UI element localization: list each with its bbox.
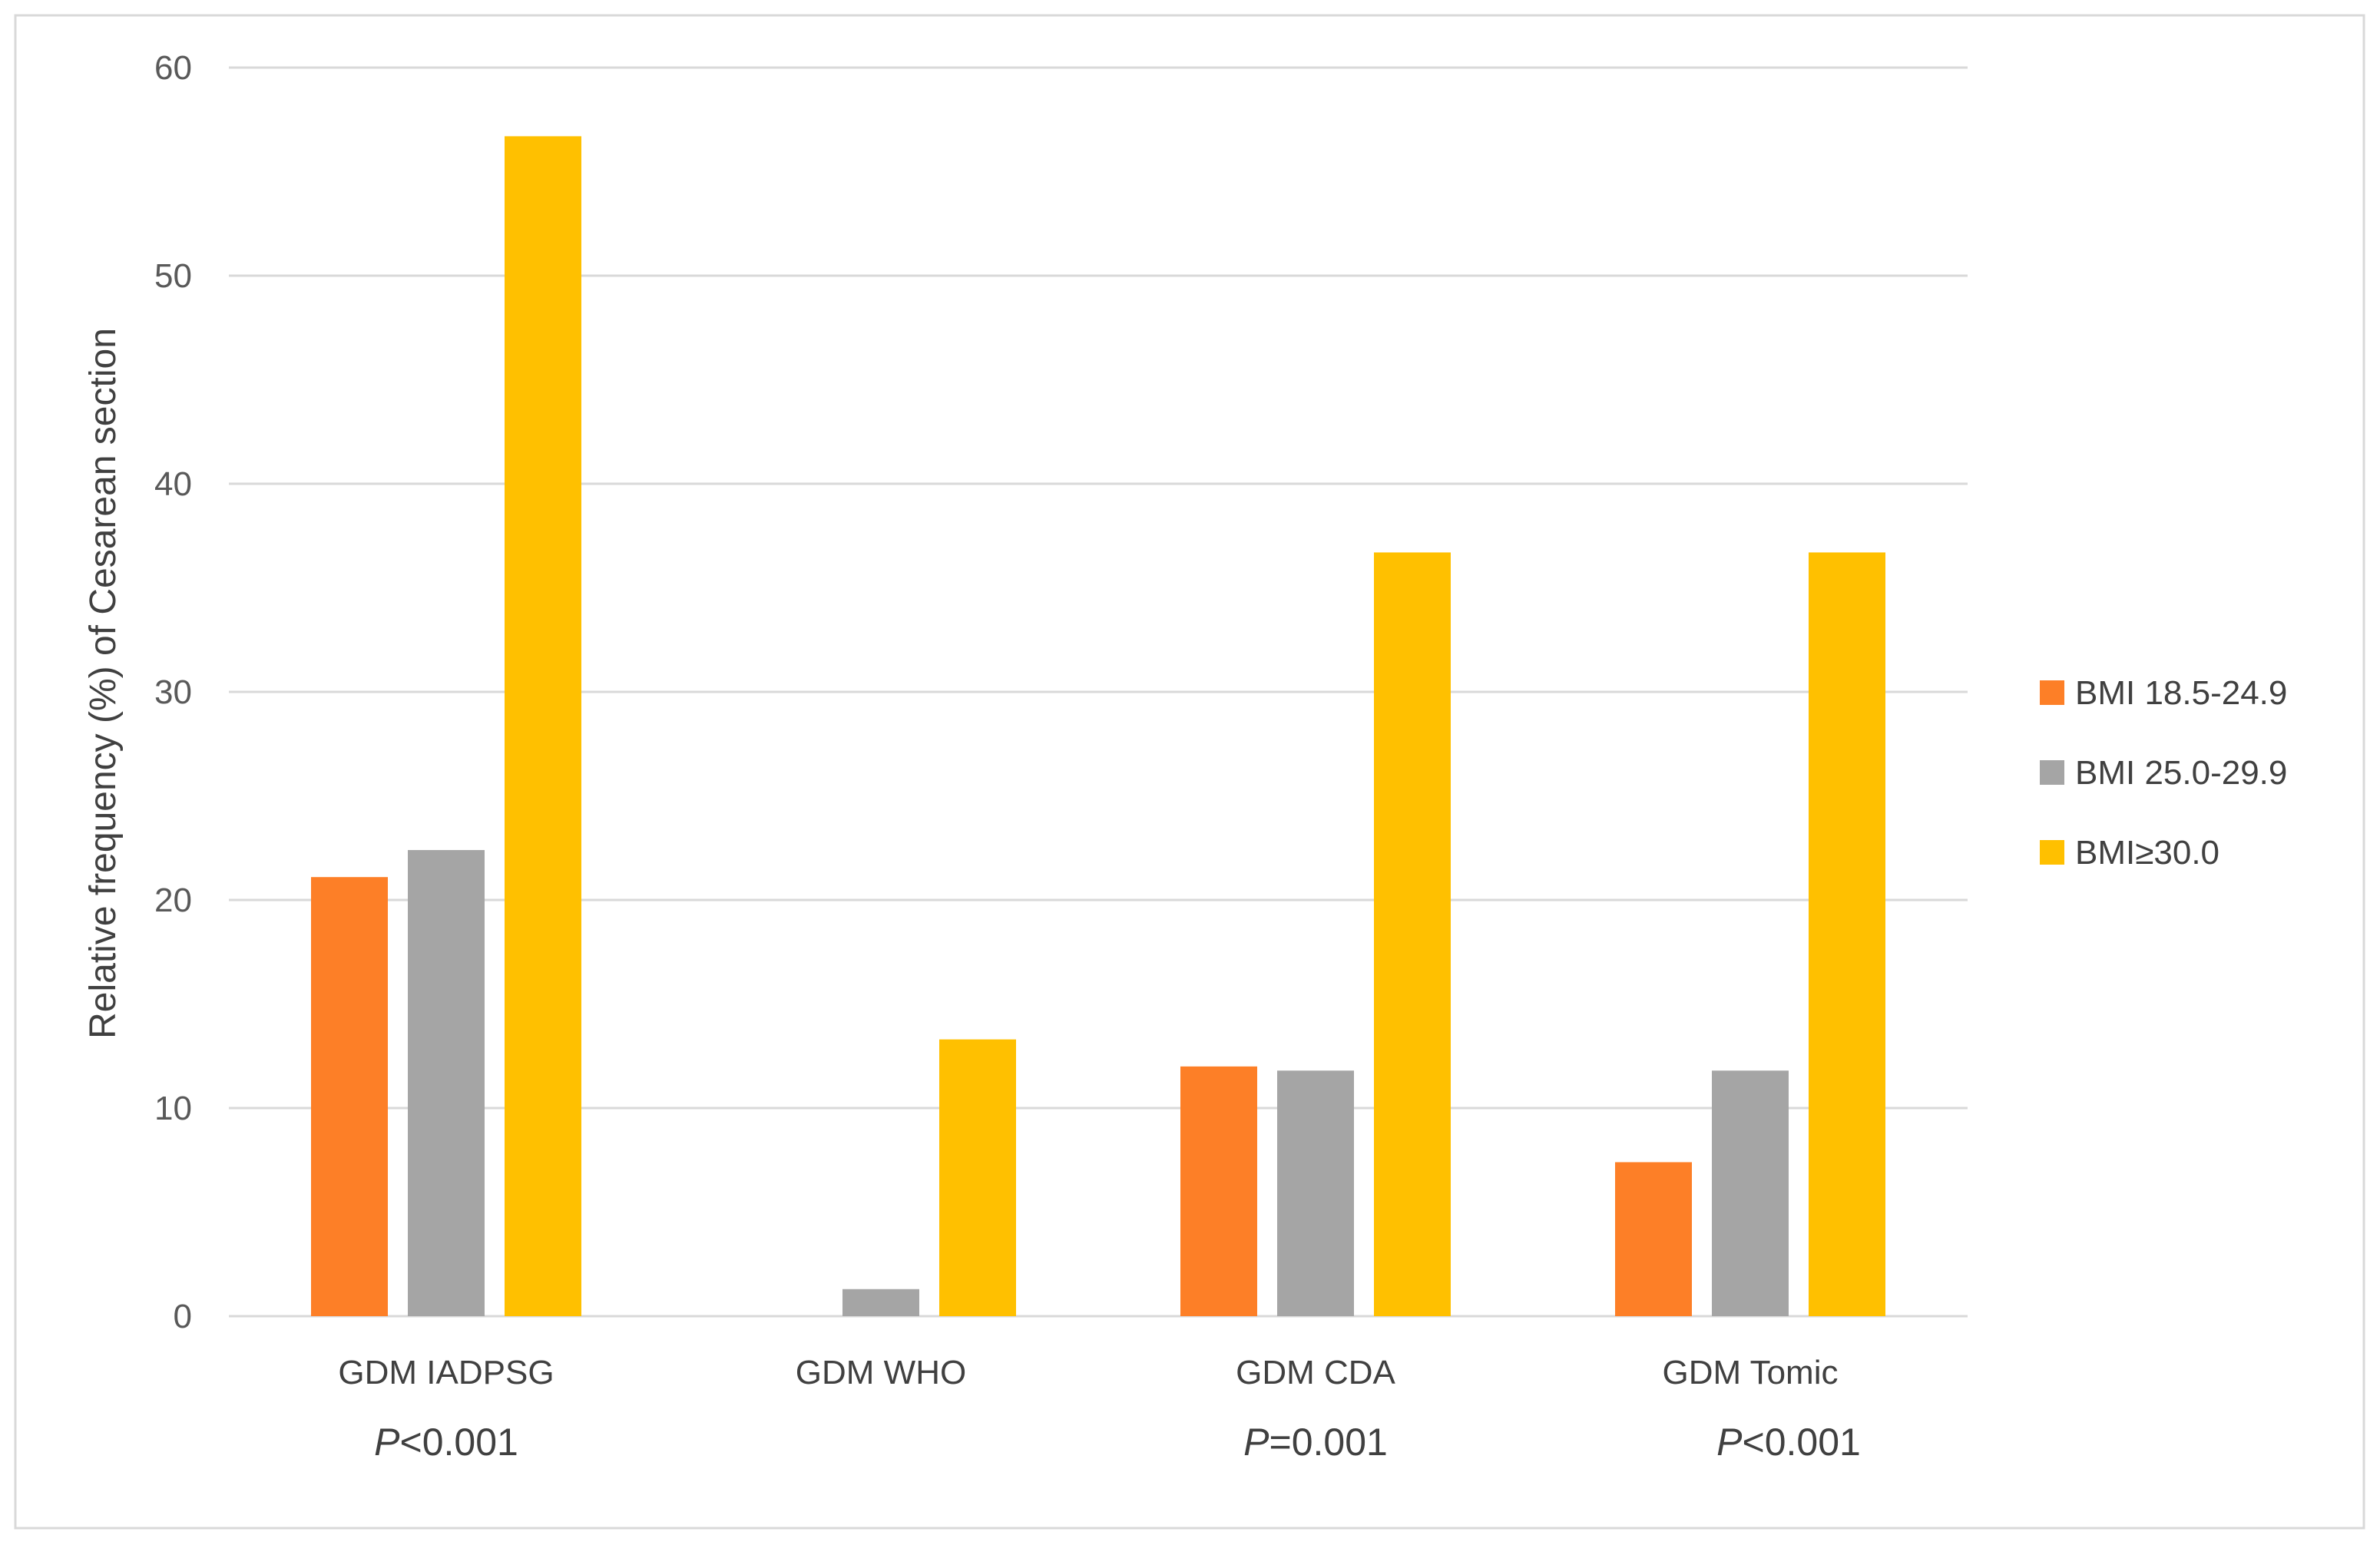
legend-label: BMI≥30.0 [2075,834,2219,872]
y-tick-label: 50 [154,257,192,295]
y-tick-label: 20 [154,882,192,919]
p-value-text: <0.001 [400,1421,518,1464]
y-tick-label: 60 [154,49,192,87]
p-value-annotations: P<0.001 P=0.001 P<0.001 [374,1421,1861,1464]
x-category-label: GDM CDA [1236,1354,1395,1391]
bar [1809,552,1885,1316]
x-axis-categories: GDM IADPSG GDM WHO GDM CDA GDM Tomic [338,1354,1838,1391]
p-symbol: P [374,1421,400,1464]
y-tick-label: 10 [154,1090,192,1127]
bar [1277,1070,1354,1316]
legend: BMI 18.5-24.9 BMI 25.0-29.9 BMI≥30.0 [2040,674,2287,872]
bar [1180,1066,1257,1316]
legend-swatch [2040,760,2064,785]
y-tick-label: 30 [154,673,192,711]
p-symbol: P [1243,1421,1269,1464]
bar [408,849,485,1316]
legend-label: BMI 25.0-29.9 [2075,754,2287,792]
y-tick-label: 40 [154,465,192,503]
bars [311,136,1885,1317]
bar [1615,1162,1692,1316]
x-category-label: GDM IADPSG [338,1354,554,1391]
bar [311,877,388,1316]
p-value-annotation: P<0.001 [374,1421,518,1464]
y-axis-ticks: 0 10 20 30 40 50 60 [154,49,192,1335]
p-value-annotation: P=0.001 [1243,1421,1388,1464]
bar [842,1289,919,1316]
x-category-label: GDM WHO [796,1354,966,1391]
legend-label: BMI 18.5-24.9 [2075,674,2287,712]
p-value-text: <0.001 [1743,1421,1861,1464]
y-tick-label: 0 [174,1298,192,1335]
bar [505,136,581,1317]
legend-swatch [2040,680,2064,705]
bar [939,1039,1016,1316]
legend-swatch [2040,840,2064,865]
p-symbol: P [1716,1421,1743,1464]
p-value-annotation: P<0.001 [1716,1421,1861,1464]
bar [1374,552,1451,1316]
bar [1712,1070,1789,1316]
x-category-label: GDM Tomic [1663,1354,1839,1391]
y-axis-label: Relative frequency (%) of Cesarean secti… [83,328,124,1039]
p-value-text: =0.001 [1269,1421,1388,1464]
